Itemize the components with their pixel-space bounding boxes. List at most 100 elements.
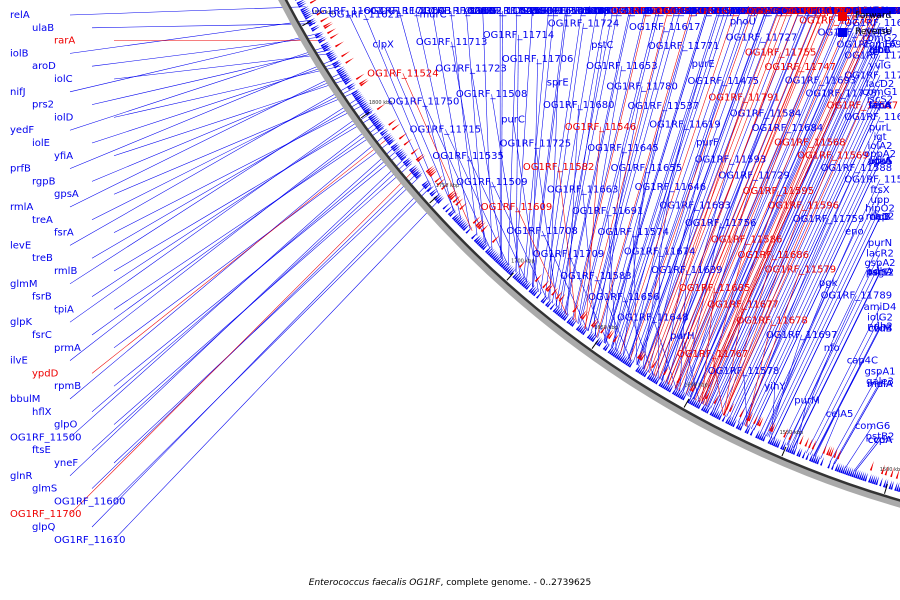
forward-gene-mark bbox=[476, 220, 485, 229]
reverse-connector bbox=[512, 119, 539, 292]
gene-label: OG1RF_11706 bbox=[502, 54, 574, 65]
reverse-gene-mark bbox=[673, 387, 679, 396]
tick-label: 1800 kbp bbox=[369, 100, 393, 106]
reverse-gene-mark bbox=[391, 143, 400, 151]
reverse-gene-mark bbox=[546, 299, 553, 308]
gene-label: lacR2 bbox=[866, 248, 894, 259]
reverse-gene-mark bbox=[304, 14, 314, 20]
tick-label: 1750 kbp bbox=[436, 183, 460, 189]
forward-gene-mark bbox=[651, 359, 658, 369]
forward-gene-mark bbox=[728, 402, 735, 413]
reverse-connector bbox=[539, 10, 582, 294]
reverse-gene-mark bbox=[364, 108, 373, 115]
gene-label: OG1RF_11634 bbox=[730, 6, 802, 17]
gene-label: eno bbox=[845, 226, 864, 237]
reverse-connector bbox=[113, 186, 432, 502]
reverse-gene-mark bbox=[690, 396, 696, 406]
gene-label: OG1RF_11695 bbox=[844, 6, 900, 17]
reverse-connector bbox=[69, 120, 379, 361]
gene-label: rarA bbox=[54, 36, 75, 47]
gene-label: fsrA bbox=[54, 228, 74, 239]
forward-connector bbox=[402, 73, 473, 231]
reverse-gene-mark bbox=[853, 468, 857, 478]
reverse-gene-mark bbox=[566, 315, 573, 324]
reverse-gene-mark bbox=[869, 474, 874, 484]
reverse-gene-mark bbox=[396, 149, 405, 157]
gene-label: lepA bbox=[869, 101, 891, 112]
gene-label: OG1RF_11602 bbox=[672, 6, 744, 17]
gene-label: lacD2 bbox=[866, 79, 894, 90]
reverse-connector bbox=[655, 10, 800, 377]
reverse-gene-mark bbox=[341, 74, 350, 81]
gene-label: OG1RF_11667 bbox=[844, 6, 900, 17]
reverse-connector bbox=[113, 115, 375, 272]
reverse-gene-mark bbox=[706, 405, 712, 414]
gene-label: OG1RF_11674 bbox=[624, 247, 696, 258]
gene-label: nfo bbox=[824, 343, 840, 354]
reverse-gene-mark bbox=[405, 160, 413, 167]
gene-label: lacC bbox=[869, 6, 890, 17]
reverse-gene-mark bbox=[615, 351, 622, 359]
reverse-gene-mark bbox=[513, 272, 521, 280]
reverse-connector bbox=[610, 10, 719, 348]
reverse-gene-mark bbox=[528, 285, 536, 293]
reverse-gene-mark bbox=[617, 352, 624, 361]
reverse-gene-mark bbox=[327, 53, 336, 59]
gene-label: purM bbox=[794, 396, 819, 407]
reverse-gene-mark bbox=[331, 59, 341, 66]
reverse-connector bbox=[679, 270, 688, 392]
reverse-gene-mark bbox=[588, 331, 595, 340]
reverse-gene-mark bbox=[500, 260, 508, 268]
forward-gene-mark bbox=[391, 123, 401, 131]
gene-label: rlmM bbox=[584, 6, 609, 17]
reverse-gene-mark bbox=[622, 355, 628, 364]
gene-label: OG1RF_11730 bbox=[682, 6, 754, 17]
reverse-gene-mark bbox=[304, 12, 313, 19]
forward-connector bbox=[723, 155, 834, 416]
reverse-gene-mark bbox=[516, 274, 524, 283]
reverse-connector bbox=[743, 218, 829, 426]
reverse-gene-mark bbox=[411, 167, 419, 175]
forward-connector bbox=[69, 168, 416, 515]
reverse-connector bbox=[564, 10, 630, 314]
tick-mark bbox=[683, 398, 690, 408]
reverse-gene-mark bbox=[338, 69, 347, 76]
reverse-gene-mark bbox=[303, 11, 312, 17]
gene-label: OG1RF_11568 bbox=[774, 137, 846, 148]
reverse-gene-mark bbox=[460, 221, 468, 229]
reverse-gene-mark bbox=[695, 399, 701, 409]
tick-mark bbox=[506, 272, 514, 281]
reverse-gene-mark bbox=[540, 295, 547, 303]
gene-label: OG1RF_11700 bbox=[10, 509, 82, 520]
reverse-gene-mark bbox=[636, 364, 643, 374]
reverse-gene-mark bbox=[386, 137, 395, 144]
reverse-connector bbox=[541, 230, 588, 331]
reverse-gene-mark bbox=[596, 337, 603, 346]
gene-label: gpsA bbox=[54, 189, 79, 200]
reverse-gene-mark bbox=[749, 427, 755, 436]
gene-label: licD bbox=[871, 212, 890, 223]
gene-label: OG1RF_11677 bbox=[707, 300, 779, 311]
gene-label: OG1RF_11572 bbox=[672, 6, 744, 17]
reverse-connector bbox=[466, 10, 485, 243]
gene-label: OG1RF_11767 bbox=[677, 349, 749, 360]
gene-label: pstS2 bbox=[866, 268, 894, 279]
reverse-connector bbox=[501, 10, 503, 260]
forward-gene-mark bbox=[827, 446, 833, 456]
gene-label: OG1RF_11550 bbox=[693, 6, 765, 17]
forward-connector bbox=[584, 10, 669, 329]
reverse-connector bbox=[834, 384, 881, 465]
forward-gene-mark bbox=[572, 304, 580, 313]
reverse-connector bbox=[686, 10, 856, 396]
forward-gene-mark bbox=[448, 191, 457, 199]
gene-label: OG1RF_11770 bbox=[830, 6, 900, 17]
gene-label: topB bbox=[594, 6, 617, 17]
gene-label: cap4C bbox=[847, 356, 878, 367]
gene-label: OG1RF_11658 bbox=[844, 6, 900, 17]
reverse-gene-mark bbox=[392, 145, 401, 152]
forward-connector bbox=[694, 10, 870, 401]
reverse-gene-mark bbox=[326, 51, 335, 57]
reverse-gene-mark bbox=[494, 255, 502, 263]
reverse-connector bbox=[767, 199, 881, 437]
gene-label: OG1RF_11577 bbox=[844, 6, 900, 17]
